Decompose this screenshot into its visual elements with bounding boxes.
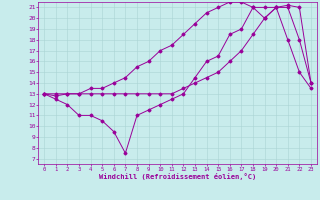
X-axis label: Windchill (Refroidissement éolien,°C): Windchill (Refroidissement éolien,°C) [99,173,256,180]
